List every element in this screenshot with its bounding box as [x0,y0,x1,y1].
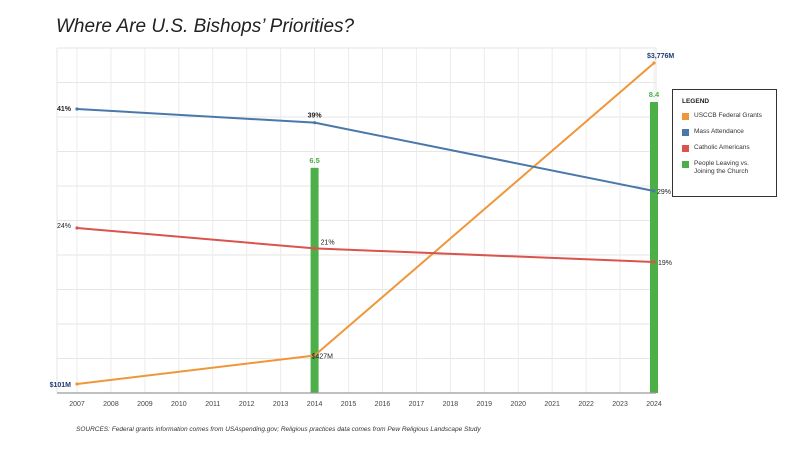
legend-label: Catholic Americans [694,144,750,151]
x-tick-label: 2007 [69,401,85,408]
legend-label: Mass Attendance [694,128,744,135]
series-lines [75,61,656,386]
x-tick-label: 2022 [578,401,594,408]
data-label: 39% [308,113,323,120]
data-label: $427M [312,354,334,361]
data-point [652,61,656,65]
grid [56,47,657,394]
legend-item-catholic-americans: Catholic Americans [682,144,768,152]
data-point [75,382,79,386]
x-tick-label: 2018 [443,401,459,408]
sources-note: SOURCES: Federal grants information come… [76,426,481,433]
data-label: $101M [50,382,72,389]
legend-item-mass-attendance: Mass Attendance [682,128,768,136]
x-tick-label: 2019 [477,401,493,408]
data-label: 29% [657,189,671,196]
legend-swatch [682,112,689,120]
x-tick-label: 2016 [375,401,391,408]
data-label: $3,776M [647,53,674,60]
legend-item-federal-grants: USCCB Federal Grants [682,112,768,120]
x-tick-label: 2013 [273,401,289,408]
data-point [312,121,317,125]
x-tick-label: 2011 [205,401,220,408]
data-point [652,260,656,264]
x-tick-label: 2014 [307,401,323,408]
series-line [76,62,655,385]
legend-swatch [682,144,689,152]
x-tick-label: 2008 [103,401,119,408]
legend-label: USCCB Federal Grants [694,112,762,119]
data-labels: $101M $427M $3,776M 41% 39% 29% 24% 21% 19% 6.5 8.… [50,53,675,389]
bar-people-leaving [310,167,319,393]
legend-title: LEGEND [682,98,710,105]
series-line [76,227,655,263]
data-label: 41% [57,106,72,113]
x-tick-label: 2012 [239,401,255,408]
data-point [652,189,656,193]
data-point [312,246,317,250]
bars [310,102,658,393]
chart-title: Where Are U.S. Bishops’ Priorities? [56,16,355,37]
data-label: 19% [658,260,672,267]
data-label: 21% [321,239,335,246]
x-tick-label: 2015 [341,401,357,408]
data-label: 8.4 [649,90,660,99]
data-label: 24% [57,223,71,230]
series-line [76,108,655,192]
data-label: 6.5 [309,156,319,165]
x-tick-label: 2009 [137,401,153,408]
data-point [312,353,317,358]
data-point [75,226,79,230]
legend-swatch [682,128,689,136]
legend-label: People Leaving vs. Joining the Church [694,160,749,175]
x-tick-label: 2010 [171,401,187,408]
bar-people-leaving [650,102,658,393]
data-point [75,107,79,111]
legend: LEGEND USCCB Federal Grants Mass Attenda… [672,89,777,197]
x-tick-label: 2021 [544,401,560,408]
legend-swatch [682,160,689,168]
legend-item-people-leaving: People Leaving vs. Joining the Church [682,160,768,176]
x-tick-label: 2023 [612,401,628,408]
x-axis: 2007 2008 2009 2010 2011 2012 2013 2014 2015 2016… [57,392,662,408]
x-tick-label: 2020 [510,401,526,408]
x-tick-label: 2017 [409,401,425,408]
x-tick-label: 2024 [646,401,662,408]
